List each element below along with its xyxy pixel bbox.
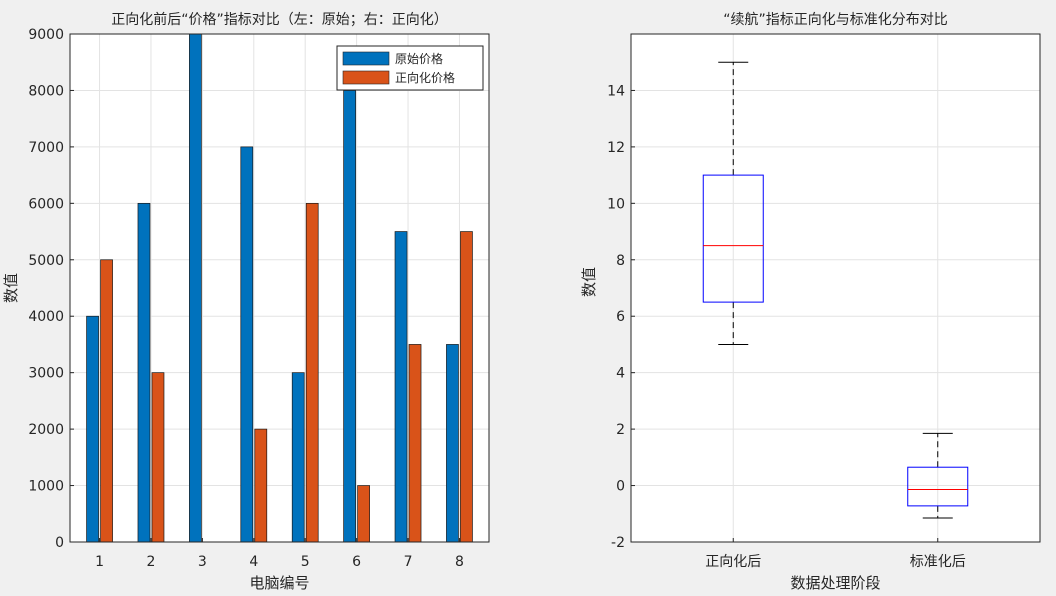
bar-original-price xyxy=(240,146,254,543)
left-y-tick-label: 6000 xyxy=(28,196,64,212)
right-x-axis-label: 数据处理阶段 xyxy=(790,574,880,592)
left-x-tick-label: 3 xyxy=(198,554,207,570)
box-1 xyxy=(702,61,764,345)
left-x-axis-label: 电脑编号 xyxy=(249,574,309,592)
left-y-tick-label: 4000 xyxy=(28,309,64,325)
right-y-tick-label: 0 xyxy=(616,479,625,495)
left-y-tick-label: 0 xyxy=(55,535,64,551)
right-axes-background xyxy=(631,34,1040,542)
legend-swatch-original-price xyxy=(342,51,390,66)
left-y-tick-label: 7000 xyxy=(28,140,64,156)
right-y-tick-label: -2 xyxy=(611,535,625,551)
left-y-tick-label: 3000 xyxy=(28,366,64,382)
left-y-tick-label: 9000 xyxy=(28,27,64,43)
left-axes-background xyxy=(70,34,489,542)
right-y-tick-label: 8 xyxy=(616,253,625,269)
left-y-tick-label: 8000 xyxy=(28,83,64,99)
legend-label-positive-price: 正向化价格 xyxy=(395,70,455,85)
box-2 xyxy=(907,432,969,519)
right-x-tick-label: 正向化后 xyxy=(705,554,761,570)
left-y-tick-label: 2000 xyxy=(28,422,64,438)
legend-label-original-price: 原始价格 xyxy=(395,51,443,66)
right-y-tick-label: 10 xyxy=(607,196,625,212)
left-x-tick-label: 2 xyxy=(147,554,156,570)
bar-positive-price xyxy=(100,259,113,543)
bar-positive-price xyxy=(151,372,165,543)
bar-original-price xyxy=(394,231,408,543)
right-y-tick-label: 4 xyxy=(616,366,625,382)
iqr-box xyxy=(702,174,764,303)
bar-original-price xyxy=(291,372,305,543)
left-x-tick-label: 4 xyxy=(249,554,258,570)
bar-positive-price xyxy=(460,231,473,543)
iqr-box xyxy=(907,466,969,507)
right-boxes xyxy=(702,61,969,519)
right-chart-title: “续航”指标正向化与标准化分布对比 xyxy=(723,11,948,28)
bar-original-price xyxy=(446,344,459,543)
bar-positive-price xyxy=(254,428,268,543)
right-y-tick-label: 2 xyxy=(616,422,625,438)
bar-positive-price xyxy=(357,485,370,543)
legend: 原始价格 正向化价格 xyxy=(336,45,484,91)
left-y-axis-label: 数值 xyxy=(2,273,20,303)
left-x-tick-label: 1 xyxy=(95,554,104,570)
right-y-tick-label: 12 xyxy=(607,140,625,156)
bar-original-price xyxy=(86,315,99,543)
left-y-tick-label: 1000 xyxy=(28,479,64,495)
bar-original-price xyxy=(189,33,202,543)
left-ticks: 0 1000 2000 3000 4000 5000 6000 7000 8000 9000 1 2 3… xyxy=(28,27,464,570)
right-x-tick-label: 标准化后 xyxy=(910,554,966,570)
left-x-tick-label: 8 xyxy=(455,554,464,570)
legend-swatch-positive-price xyxy=(342,70,390,85)
bar-positive-price xyxy=(408,344,422,543)
bar-positive-price xyxy=(305,202,319,543)
left-chart-title: 正向化前后“价格”指标对比（左：原始；右：正向化） xyxy=(111,11,448,28)
right-y-axis-label: 数值 xyxy=(580,267,598,297)
right-ticks: -2 0 2 4 6 8 10 12 14 正向化后 标准化后 xyxy=(607,83,966,570)
right-y-tick-label: 14 xyxy=(607,83,625,99)
right-axes-border xyxy=(630,33,1041,543)
right-y-tick-label: 6 xyxy=(616,309,625,325)
left-x-tick-label: 5 xyxy=(301,554,310,570)
bar-original-price xyxy=(137,202,151,543)
left-x-tick-label: 7 xyxy=(404,554,413,570)
left-y-tick-label: 5000 xyxy=(28,253,64,269)
price-bar-chart: 0 1000 2000 3000 4000 5000 6000 7000 8000 9000 1 2 3… xyxy=(2,11,490,592)
left-x-tick-label: 6 xyxy=(352,554,361,570)
bar-original-price xyxy=(343,90,356,543)
left-axes-border xyxy=(69,33,490,543)
right-grid xyxy=(631,34,1040,543)
